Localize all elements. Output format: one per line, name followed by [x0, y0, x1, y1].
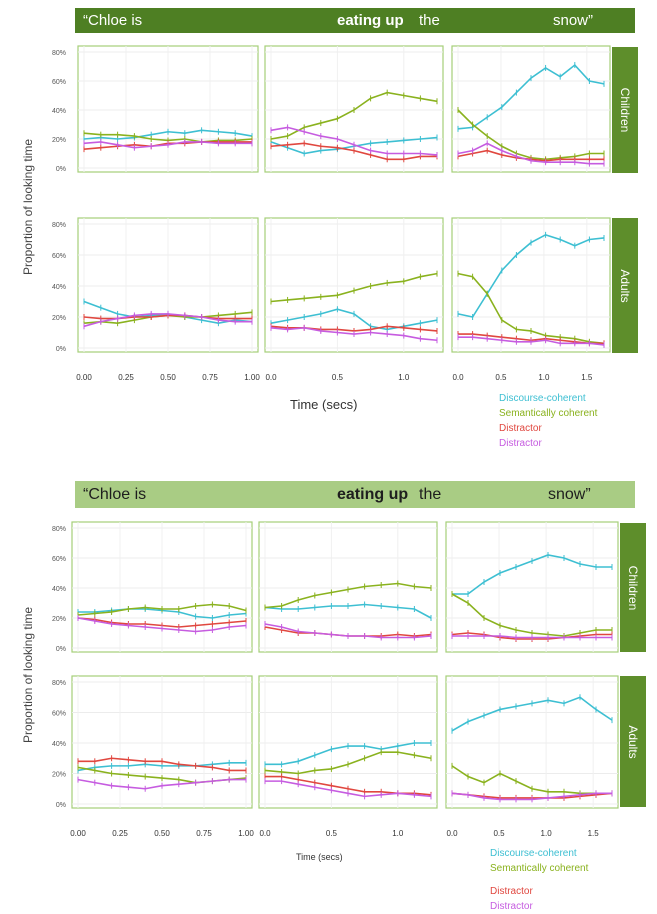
y-tick-label: 80%	[52, 50, 66, 57]
y-tick-label: 40%	[52, 586, 66, 593]
banner-text-part1: “Chloe is	[83, 12, 143, 29]
x-tick-label: 0.0	[265, 373, 277, 382]
banner-text-part3: the	[419, 12, 440, 29]
legend-item-discourse: Discourse-coherent	[499, 393, 586, 404]
x-tick-label: 1.5	[581, 373, 593, 382]
x-tick-label: 0.0	[259, 829, 271, 838]
legend-item-distractor-purple: Distractor	[490, 901, 533, 912]
x-axis-label: Time (secs)	[290, 397, 358, 412]
y-tick-label: 0%	[56, 166, 66, 173]
x-tick-label: 0.75	[202, 373, 218, 382]
y-tick-label: 20%	[52, 315, 66, 322]
banner-text-part4: snow”	[548, 486, 591, 503]
x-tick-label: 0.5	[495, 373, 507, 382]
y-tick-label: 60%	[52, 253, 66, 260]
x-axis-label: Time (secs)	[296, 852, 343, 862]
y-tick-label: 40%	[52, 741, 66, 748]
panel-children-1	[264, 45, 444, 173]
x-tick-label: 0.25	[118, 373, 134, 382]
x-tick-label: 1.5	[588, 829, 600, 838]
banner-text-part4: snow”	[553, 12, 594, 29]
banner-text-bold: eating up	[337, 12, 404, 29]
x-tick-label: 0.50	[154, 829, 170, 838]
panel-adults-2	[445, 675, 619, 809]
y-tick-label: 80%	[52, 526, 66, 533]
figure-top: “Chloe is eating up the snow” 0% 20% 40% 60…	[0, 0, 657, 455]
figure-bottom: “Chloe is eating up the snow” 0% 20% 40% 60…	[0, 478, 657, 913]
panel-adults-1	[264, 217, 444, 353]
y-tick-label: 20%	[52, 137, 66, 144]
y-tick-label: 0%	[56, 802, 66, 809]
x-tick-label: 1.0	[541, 829, 553, 838]
x-tick-label: 0.00	[70, 829, 86, 838]
y-tick-label: 60%	[52, 556, 66, 563]
x-tick-label: 1.0	[398, 373, 410, 382]
row-strip-adults: Adults	[620, 676, 646, 807]
chart-bottom: 0%20%40%60%80%0%20%40%60%80%0.00 0.25 0.50…	[52, 521, 619, 838]
panel-adults-2	[451, 217, 611, 353]
panel-children-0	[71, 521, 253, 653]
banner-text-part2: eating up	[337, 8, 404, 33]
x-tick-label: 0.50	[160, 373, 176, 382]
x-tick-label: 0.25	[112, 829, 128, 838]
row-strip-children: Children	[612, 47, 638, 173]
legend-item-distractor-red: Distractor	[490, 886, 533, 897]
panel-children-1	[258, 521, 438, 653]
y-tick-label: 40%	[52, 284, 66, 291]
y-tick-label: 60%	[52, 79, 66, 86]
panel-children-2	[445, 521, 619, 653]
y-tick-label: 80%	[52, 680, 66, 687]
panel-frame	[451, 45, 611, 173]
chart-top: 0%20%40%60%80%0%20%40%60%80%0.00 0.25 0.50…	[52, 45, 611, 382]
panel-adults-0	[71, 675, 253, 809]
y-axis-label: Proportion of looking time	[21, 138, 35, 276]
banner-text-part2: eating up	[337, 481, 408, 508]
panel-adults-0	[77, 217, 259, 353]
x-tick-label: 0.5	[493, 829, 505, 838]
sentence-banner: “Chloe is eating up the snow”	[75, 8, 635, 33]
y-tick-label: 40%	[52, 108, 66, 115]
legend-item-semantic: Semantically coherent	[499, 408, 598, 419]
x-tick-label: 0.0	[446, 829, 458, 838]
y-axis-label: Proportion of looking time	[21, 606, 35, 744]
x-tick-label: 1.0	[538, 373, 550, 382]
x-tick-label: 0.75	[196, 829, 212, 838]
y-tick-label: 0%	[56, 646, 66, 653]
legend: Discourse-coherent Semantically coherent…	[490, 846, 588, 914]
legend-item-distractor-red: Distractor	[499, 423, 542, 434]
panel-adults-1	[258, 675, 438, 809]
panel-children-0	[77, 45, 259, 173]
x-tick-label: 0.5	[332, 373, 344, 382]
banner-text-bold: eating up	[337, 486, 409, 503]
y-tick-label: 80%	[52, 222, 66, 229]
x-tick-label: 1.0	[392, 829, 404, 838]
x-tick-label: 0.0	[452, 373, 464, 382]
row-strip-adults: Adults	[612, 218, 638, 353]
y-tick-label: 0%	[56, 346, 66, 353]
row-strip-children: Children	[620, 523, 646, 652]
y-tick-label: 20%	[52, 772, 66, 779]
y-tick-label: 60%	[52, 711, 66, 718]
banner-text-part3: the	[419, 486, 442, 503]
legend: Discourse-coherent Semantically coherent…	[499, 391, 597, 451]
legend-item-semantic: Semantically coherent	[490, 863, 589, 874]
legend-item-discourse: Discourse-coherent	[490, 848, 577, 859]
sentence-banner: “Chloe is eating up the snow”	[75, 481, 635, 508]
banner-text-part1: “Chloe is	[83, 486, 147, 503]
x-tick-label: 1.00	[244, 373, 260, 382]
panel-children-2	[451, 45, 611, 173]
legend-item-distractor-purple: Distractor	[499, 438, 542, 449]
y-tick-label: 20%	[52, 616, 66, 623]
x-tick-label: 1.00	[238, 829, 254, 838]
x-tick-label: 0.5	[326, 829, 338, 838]
x-tick-label: 0.00	[76, 373, 92, 382]
